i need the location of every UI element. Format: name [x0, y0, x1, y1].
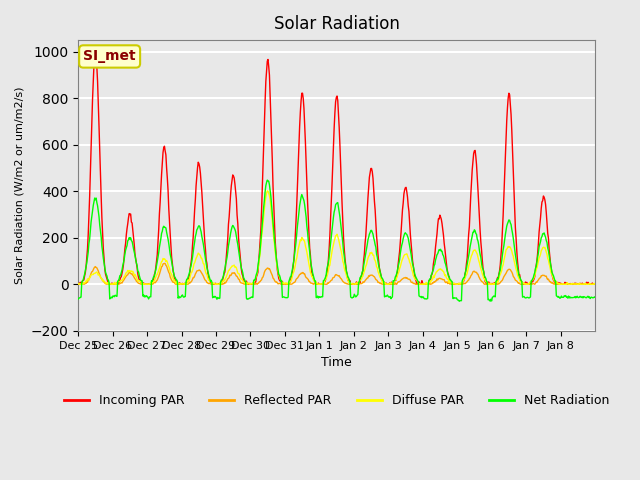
Text: SI_met: SI_met	[83, 49, 136, 63]
X-axis label: Time: Time	[321, 356, 352, 369]
Y-axis label: Solar Radiation (W/m2 or um/m2/s): Solar Radiation (W/m2 or um/m2/s)	[15, 87, 25, 284]
Legend: Incoming PAR, Reflected PAR, Diffuse PAR, Net Radiation: Incoming PAR, Reflected PAR, Diffuse PAR…	[59, 389, 614, 412]
Title: Solar Radiation: Solar Radiation	[274, 15, 399, 33]
